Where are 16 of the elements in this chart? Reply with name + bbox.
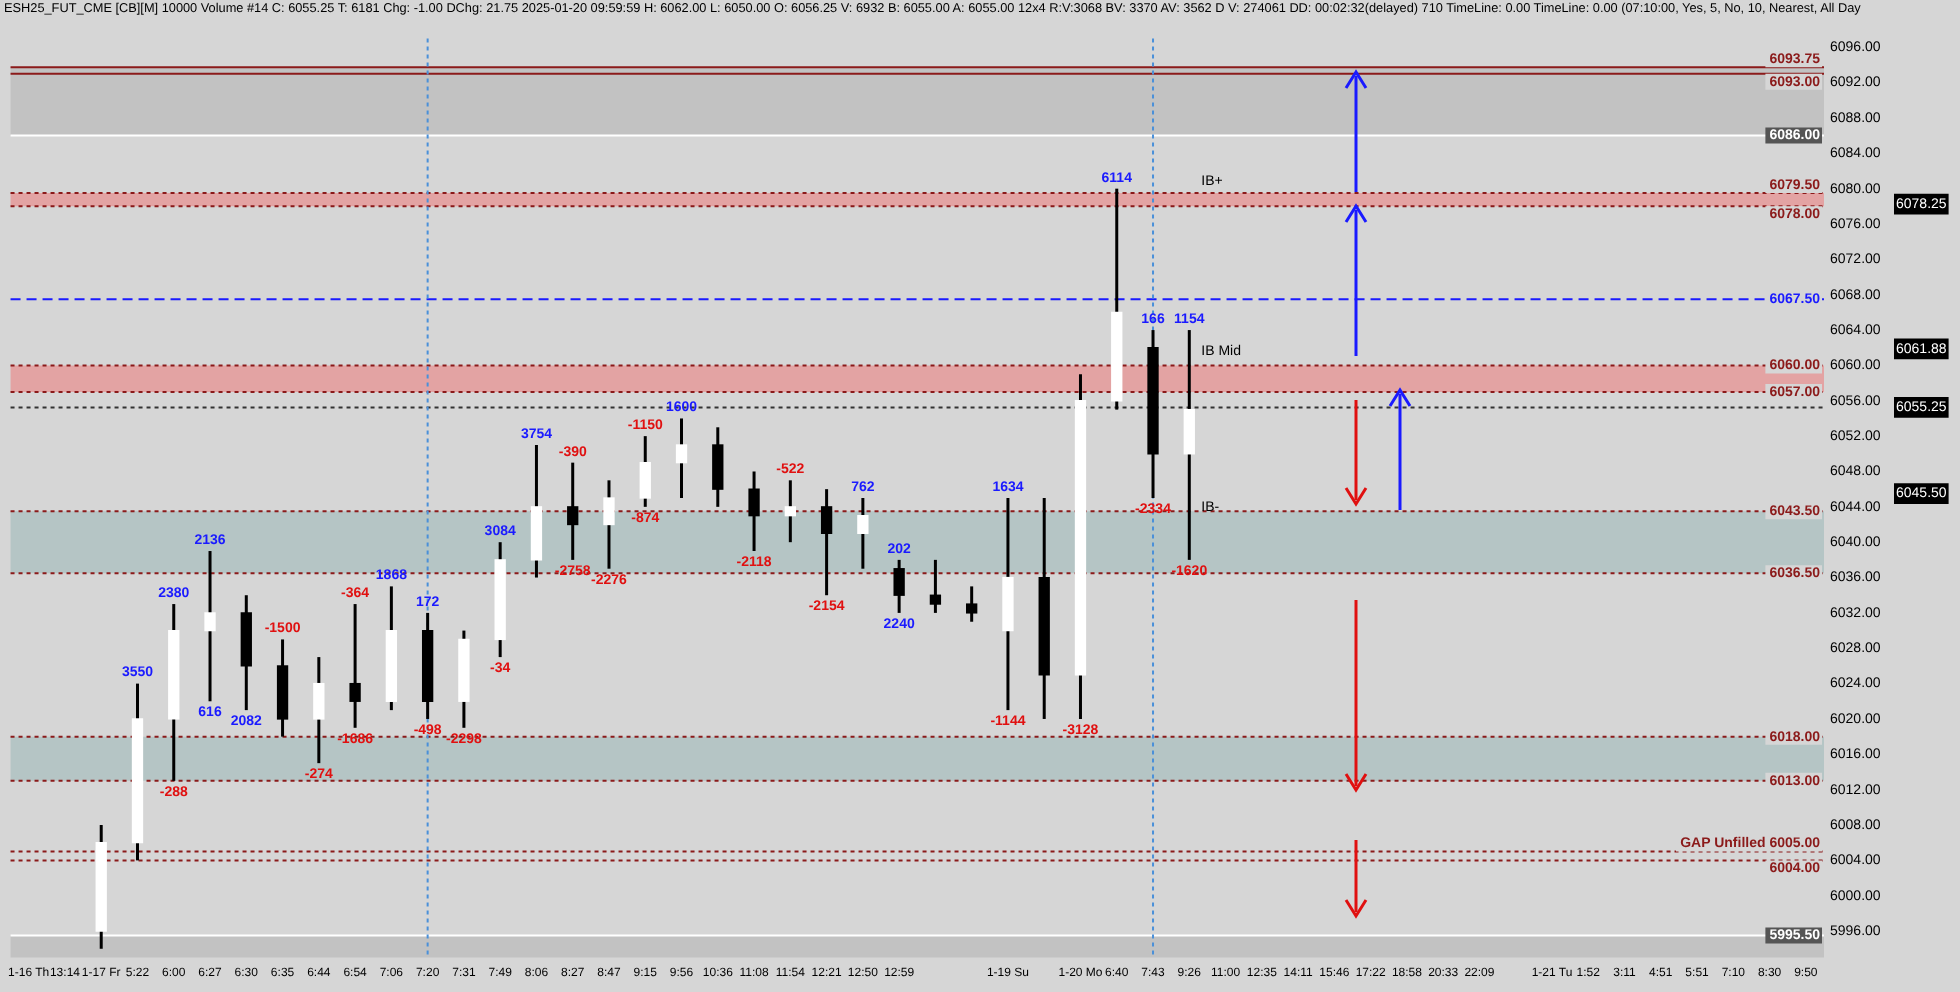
candlestick xyxy=(893,558,905,615)
candlestick xyxy=(204,549,216,703)
candlestick xyxy=(603,478,615,571)
candlestick xyxy=(784,478,796,544)
candlestick xyxy=(639,434,651,509)
candlestick xyxy=(567,461,579,562)
candlestick xyxy=(820,487,833,597)
candlestick xyxy=(748,469,760,553)
candlestick xyxy=(349,602,361,730)
candlestick xyxy=(1183,328,1195,562)
candlestick xyxy=(675,416,688,500)
candlestick xyxy=(313,655,325,765)
candlestick xyxy=(966,584,978,624)
candlestick xyxy=(712,425,724,509)
candlestick xyxy=(929,558,942,615)
candlestick xyxy=(857,496,869,571)
